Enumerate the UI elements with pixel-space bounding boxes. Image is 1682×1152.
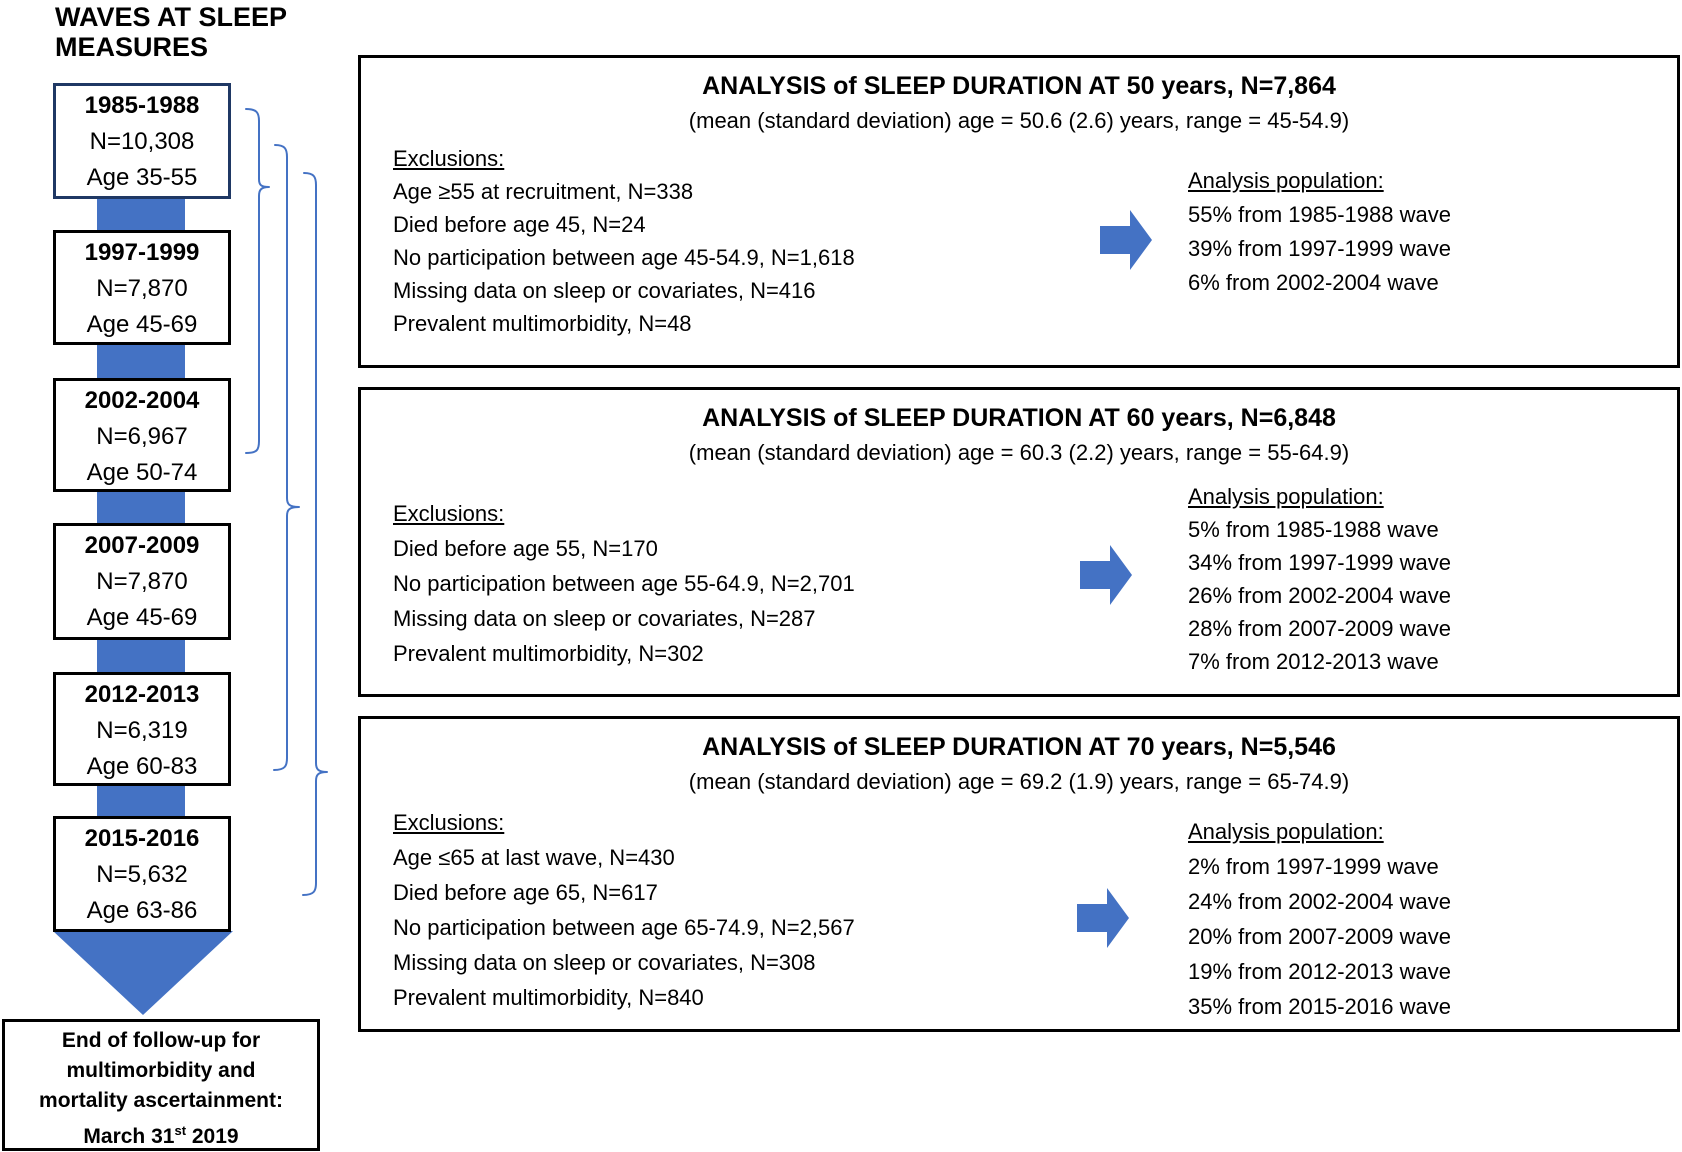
wave-n: N=6,967 [96, 423, 188, 450]
waves-column-title-line1: WAVES AT SLEEP [55, 2, 288, 32]
end-of-followup-box: End of follow-up for multimorbidity and … [2, 1019, 320, 1151]
exclusion-item: Died before age 55, N=170 [393, 536, 658, 561]
exclusions-block: Exclusions: Died before age 55, N=170 No… [393, 496, 855, 671]
analysis-box-age-50: ANALYSIS of SLEEP DURATION AT 50 years, … [358, 55, 1680, 368]
wave-years: 1985-1988 [84, 92, 200, 119]
flow-arrow-icon [1077, 888, 1129, 948]
population-label: Analysis population: [1188, 168, 1384, 193]
flow-arrow-icon [1080, 545, 1132, 605]
wave-years: 2015-2016 [84, 825, 200, 852]
down-arrowhead-icon [53, 931, 233, 1015]
end-box-date: March 31st 2019 [5, 1116, 317, 1152]
brace-waves-2-6-icon [302, 172, 328, 896]
flow-arrow-icon [1100, 210, 1152, 270]
exclusion-item: No participation between age 65-74.9, N=… [393, 915, 855, 940]
end-box-line1: End of follow-up for [61, 1029, 261, 1052]
end-box-date-suffix: 2019 [186, 1125, 239, 1148]
population-block: Analysis population: 55% from 1985-1988 … [1188, 164, 1451, 300]
exclusion-item: No participation between age 45-54.9, N=… [393, 245, 855, 270]
analysis-title: ANALYSIS of SLEEP DURATION AT 50 years, … [702, 72, 1336, 100]
exclusion-item: Missing data on sleep or covariates, N=3… [393, 950, 816, 975]
population-item: 2% from 1997-1999 wave [1188, 854, 1439, 879]
exclusions-block: Exclusions: Age ≤65 at last wave, N=430 … [393, 805, 855, 1015]
analysis-subtitle: (mean (standard deviation) age = 69.2 (1… [688, 769, 1350, 794]
wave-age: Age 35-55 [86, 164, 198, 191]
wave-age: Age 60-83 [86, 753, 198, 780]
wave-age: Age 50-74 [86, 459, 198, 486]
waves-column-title-line2: MEASURES [55, 32, 209, 62]
wave-n: N=6,319 [96, 717, 188, 744]
end-box-date-superscript: st [174, 1123, 187, 1138]
wave-box-2007-2009: 2007-2009 N=7,870 Age 45-69 [53, 523, 231, 640]
wave-connector-2-3 [97, 345, 185, 378]
wave-years: 2002-2004 [84, 387, 200, 414]
analysis-box-age-60: ANALYSIS of SLEEP DURATION AT 60 years, … [358, 387, 1680, 697]
exclusion-item: Age ≤65 at last wave, N=430 [393, 845, 675, 870]
population-item: 26% from 2002-2004 wave [1188, 583, 1451, 608]
wave-connector-5-6 [97, 786, 185, 816]
exclusion-item: Prevalent multimorbidity, N=48 [393, 311, 692, 336]
analysis-title: ANALYSIS of SLEEP DURATION AT 60 years, … [702, 404, 1336, 432]
wave-age: Age 45-69 [86, 604, 198, 631]
population-block: Analysis population: 2% from 1997-1999 w… [1188, 814, 1451, 1024]
population-item: 39% from 1997-1999 wave [1188, 236, 1451, 261]
wave-connector-1-2 [97, 199, 185, 230]
wave-box-1997-1999: 1997-1999 N=7,870 Age 45-69 [53, 230, 231, 345]
end-box-date-prefix: March 31 [83, 1125, 175, 1148]
population-item: 6% from 2002-2004 wave [1188, 270, 1439, 295]
wave-box-2015-2016: 2015-2016 N=5,632 Age 63-86 [53, 816, 231, 932]
population-item: 24% from 2002-2004 wave [1188, 889, 1451, 914]
exclusion-item: Died before age 65, N=617 [393, 880, 658, 905]
brace-waves-1-5-icon [273, 144, 300, 771]
population-label: Analysis population: [1188, 819, 1384, 844]
population-item: 28% from 2007-2009 wave [1188, 616, 1451, 641]
analysis-box-age-70: ANALYSIS of SLEEP DURATION AT 70 years, … [358, 716, 1680, 1032]
population-label: Analysis population: [1188, 484, 1384, 509]
population-item: 5% from 1985-1988 wave [1188, 517, 1439, 542]
wave-box-1985-1988: 1985-1988 N=10,308 Age 35-55 [53, 83, 231, 199]
exclusions-label: Exclusions: [393, 501, 505, 526]
population-item: 19% from 2012-2013 wave [1188, 959, 1451, 984]
population-item: 7% from 2012-2013 wave [1188, 649, 1439, 674]
waves-column-title: WAVES AT SLEEP MEASURES [55, 2, 287, 62]
exclusions-block: Exclusions: Age ≥55 at recruitment, N=33… [393, 142, 855, 340]
end-box-line3: mortality ascertainment: [39, 1089, 283, 1112]
exclusion-item: Prevalent multimorbidity, N=302 [393, 641, 704, 666]
wave-age: Age 45-69 [86, 311, 198, 338]
exclusions-label: Exclusions: [393, 810, 505, 835]
end-box-line2: multimorbidity and [66, 1059, 256, 1082]
population-item: 34% from 1997-1999 wave [1188, 550, 1451, 575]
wave-years: 2012-2013 [84, 681, 200, 708]
wave-connector-4-5 [97, 640, 185, 672]
exclusion-item: Age ≥55 at recruitment, N=338 [393, 179, 694, 204]
exclusion-item: Missing data on sleep or covariates, N=2… [393, 606, 816, 631]
wave-n: N=10,308 [89, 128, 195, 155]
analysis-subtitle: (mean (standard deviation) age = 50.6 (2… [688, 108, 1350, 133]
wave-box-2002-2004: 2002-2004 N=6,967 Age 50-74 [53, 378, 231, 492]
exclusion-item: Died before age 45, N=24 [393, 212, 646, 237]
wave-n: N=5,632 [96, 861, 188, 888]
population-block: Analysis population: 5% from 1985-1988 w… [1188, 480, 1451, 678]
analysis-title: ANALYSIS of SLEEP DURATION AT 70 years, … [702, 733, 1336, 761]
population-item: 55% from 1985-1988 wave [1188, 202, 1451, 227]
wave-age: Age 63-86 [86, 897, 198, 924]
wave-box-2012-2013: 2012-2013 N=6,319 Age 60-83 [53, 672, 231, 786]
exclusion-item: Prevalent multimorbidity, N=840 [393, 985, 704, 1010]
wave-connector-3-4 [97, 492, 185, 523]
wave-n: N=7,870 [96, 568, 188, 595]
exclusion-item: No participation between age 55-64.9, N=… [393, 571, 855, 596]
population-item: 35% from 2015-2016 wave [1188, 994, 1451, 1019]
wave-years: 2007-2009 [84, 532, 200, 559]
exclusion-item: Missing data on sleep or covariates, N=4… [393, 278, 816, 303]
wave-n: N=7,870 [96, 275, 188, 302]
brace-waves-1-3-icon [245, 108, 270, 454]
exclusions-label: Exclusions: [393, 146, 505, 171]
analysis-subtitle: (mean (standard deviation) age = 60.3 (2… [688, 440, 1350, 465]
population-item: 20% from 2007-2009 wave [1188, 924, 1451, 949]
wave-years: 1997-1999 [84, 239, 200, 266]
